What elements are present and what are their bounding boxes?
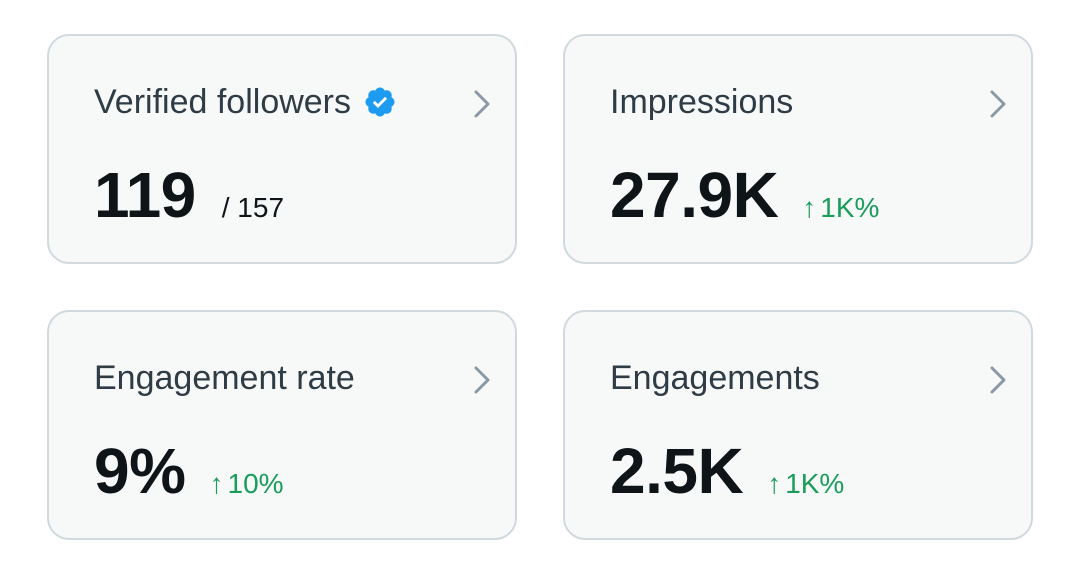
engagement-rate-card[interactable]: Engagement rate 9% ↑ 10% [47,310,517,540]
metric-value: 119 [94,159,196,231]
value-row: 27.9K ↑ 1K% [610,160,879,230]
card-title-label: Impressions [610,83,794,121]
chevron-right-icon[interactable] [987,364,1009,396]
metric-value: 9% [94,435,186,507]
card-title: Engagements [610,358,820,398]
metric-total: / 157 [221,192,285,223]
card-title: Verified followers [94,82,397,122]
impressions-card[interactable]: Impressions 27.9K ↑ 1K% [563,34,1033,264]
metric-value: 2.5K [610,435,744,507]
chevron-right-icon[interactable] [987,88,1009,120]
change-value: 1K% [785,468,845,499]
chevron-right-icon[interactable] [471,364,493,396]
metric-change: ↑ 1K% [767,468,844,500]
card-title-label: Verified followers [94,83,352,121]
up-arrow-icon: ↑ [802,192,817,223]
value-row: 9% ↑ 10% [94,436,284,506]
change-value: 1K% [820,192,880,223]
engagements-card[interactable]: Engagements 2.5K ↑ 1K% [563,310,1033,540]
chevron-right-icon[interactable] [471,88,493,120]
card-title: Impressions [610,82,793,122]
card-title-label: Engagements [610,359,820,397]
verified-badge-icon [363,85,397,119]
metric-change: ↑ 1K% [802,192,879,224]
metric-value: 27.9K [610,159,779,231]
up-arrow-icon: ↑ [767,468,782,499]
up-arrow-icon: ↑ [209,468,224,499]
metric-change: ↑ 10% [210,468,284,500]
change-value: 10% [227,468,284,499]
value-row: 119 / 157 [94,160,284,230]
verified-followers-card[interactable]: Verified followers 119 / 157 [47,34,517,264]
card-title: Engagement rate [94,358,355,398]
value-row: 2.5K ↑ 1K% [610,436,844,506]
card-title-label: Engagement rate [94,359,355,397]
